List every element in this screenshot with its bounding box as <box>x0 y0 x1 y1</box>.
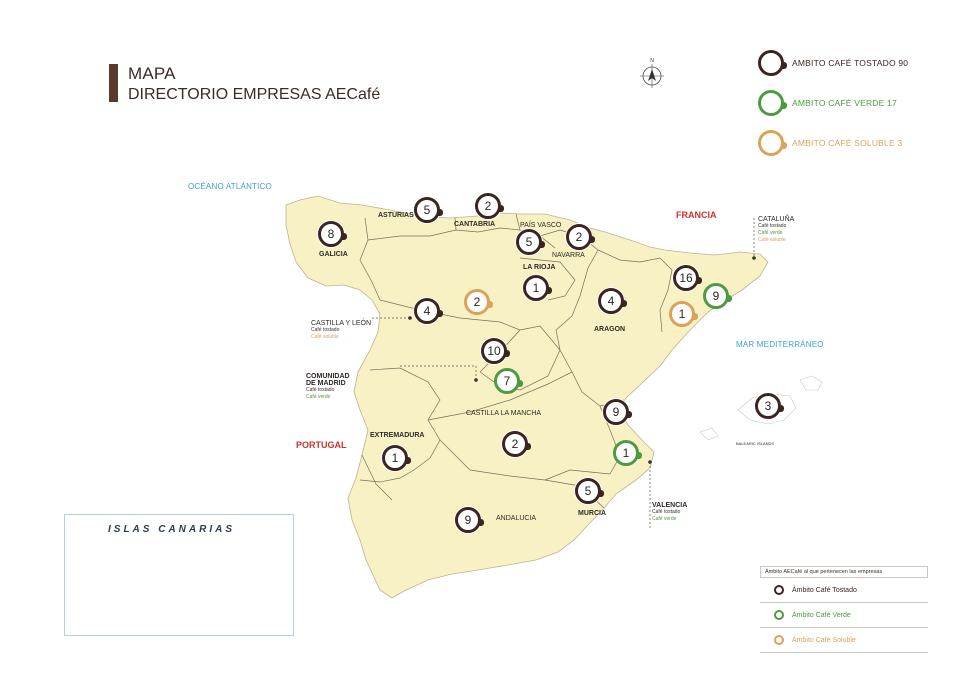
legend-soluble-label: AMBITO CAFÉ SOLUBLE 3 <box>792 138 903 148</box>
marker-cantabria[interactable]: 2 <box>475 193 504 219</box>
region-galicia: GALICIA <box>319 251 348 258</box>
marker-castilla-leon-soluble[interactable]: 2 <box>464 289 493 315</box>
note-castilla-leon-l1: Café tostado <box>311 327 340 333</box>
note-cataluna-l1: Café tostado <box>758 223 787 229</box>
note-cataluna-l3: Café soluble <box>758 237 786 243</box>
tostado-small-ring-icon <box>774 585 784 595</box>
region-andalucia: ANDALUCIA <box>496 515 537 522</box>
bottom-legend-soluble-label: Ámbito Café Soluble <box>792 636 856 644</box>
note-cataluna-l2: Café verde <box>758 230 783 236</box>
legend-tostado-label: AMBITO CAFÉ TOSTADO 90 <box>792 58 909 68</box>
france-label: FRANCIA <box>676 210 717 220</box>
bottom-legend-row-tostado: Ámbito Café Tostado <box>760 578 928 603</box>
bottom-legend: Ámbito AECafé al que pertenecen las empr… <box>760 566 928 653</box>
bottom-legend-header: Ámbito AECafé al que pertenecen las empr… <box>760 566 928 578</box>
portugal-label: PORTUGAL <box>296 440 347 450</box>
region-castilla-la-mancha: CASTILLA LA MANCHA <box>466 410 542 417</box>
region-la-rioja: LA RIOJA <box>523 264 556 271</box>
canarias-title: ISLAS CANARIAS <box>108 524 236 535</box>
marker-valencia-verde[interactable]: 1 <box>613 440 642 466</box>
marker-cataluna-verde[interactable]: 9 <box>703 283 732 309</box>
soluble-ring-icon <box>758 130 787 156</box>
note-cataluna: CATALUÑA Café tostado Café verde Café so… <box>758 216 794 244</box>
marker-la-rioja[interactable]: 1 <box>523 275 552 301</box>
compass-icon: N <box>636 56 668 92</box>
note-cataluna-name: CATALUÑA <box>758 216 795 223</box>
marker-madrid-tostado[interactable]: 10 <box>481 338 510 364</box>
marker-galicia[interactable]: 8 <box>318 221 347 247</box>
region-murcia: MURCIA <box>578 510 606 517</box>
legend-verde: AMBITO CAFÉ VERDE 17 <box>758 90 897 116</box>
marker-pais-vasco[interactable]: 5 <box>516 229 545 255</box>
compass-n-label: N <box>650 58 654 64</box>
region-navarra: NAVARRA <box>552 252 585 259</box>
page-subtitle: DIRECTORIO EMPRESAS AECafé <box>128 86 381 103</box>
page-title: MAPA <box>128 64 176 83</box>
verde-small-ring-icon <box>774 610 784 620</box>
note-castilla-leon-name: CASTILLA Y LEÓN <box>311 320 372 327</box>
canarias-inset-frame <box>64 514 294 636</box>
region-baleares: BALEARIC ISLANDS <box>736 441 775 446</box>
marker-navarra[interactable]: 2 <box>566 224 595 250</box>
note-valencia-name: VALENCIA <box>652 502 688 509</box>
note-madrid-name2: DE MADRID <box>306 380 346 387</box>
title-accent-bar <box>109 64 118 102</box>
marker-castilla-la-mancha[interactable]: 2 <box>502 431 531 457</box>
marker-madrid-verde[interactable]: 7 <box>494 368 523 394</box>
atlantic-label: OCÉANO ATLÁNTICO <box>188 182 272 191</box>
note-castilla-leon: CASTILLA Y LEÓN Café tostado Café solubl… <box>311 320 371 341</box>
marker-cataluna-soluble[interactable]: 1 <box>669 301 698 327</box>
marker-asturias[interactable]: 5 <box>414 197 443 223</box>
bottom-legend-verde-label: Ámbito Café Verde <box>792 611 851 619</box>
marker-cataluna-tostado[interactable]: 16 <box>673 265 702 291</box>
note-madrid-l1: Café tostado <box>306 387 335 393</box>
legend-soluble: AMBITO CAFÉ SOLUBLE 3 <box>758 130 902 156</box>
bottom-legend-row-verde: Ámbito Café Verde <box>760 603 928 628</box>
marker-valencia-tostado[interactable]: 9 <box>603 399 632 425</box>
marker-baleares[interactable]: 3 <box>755 393 784 419</box>
note-valencia: VALENCIA Café tostado Café verde <box>652 502 687 523</box>
marker-castilla-leon-tostado[interactable]: 4 <box>414 298 443 324</box>
tostado-ring-icon <box>758 50 787 76</box>
soluble-small-ring-icon <box>774 635 784 645</box>
marker-aragon[interactable]: 4 <box>598 288 627 314</box>
note-valencia-l2: Café verde <box>652 516 677 522</box>
note-madrid-name1: COMUNIDAD <box>306 373 350 380</box>
region-aragon: ARAGON <box>594 326 626 333</box>
bottom-legend-row-soluble: Ámbito Café Soluble <box>760 628 928 653</box>
note-madrid: COMUNIDAD DE MADRID Café tostado Café ve… <box>306 373 350 401</box>
verde-ring-icon <box>758 90 787 116</box>
spain-mainland <box>285 195 769 599</box>
note-castilla-leon-l2: Café soluble <box>311 334 339 340</box>
marker-andalucia[interactable]: 9 <box>455 507 484 533</box>
region-asturias: ASTURIAS <box>378 212 414 219</box>
region-pais-vasco: PAÍS VASCO <box>520 222 562 229</box>
legend-tostado: AMBITO CAFÉ TOSTADO 90 <box>758 50 908 76</box>
marker-murcia[interactable]: 5 <box>575 478 604 504</box>
marker-extremadura[interactable]: 1 <box>382 445 411 471</box>
note-madrid-l2: Café verde <box>306 394 331 400</box>
region-cantabria: CANTABRIA <box>454 221 496 228</box>
note-valencia-l1: Café tostado <box>652 509 681 515</box>
mediterranean-label: MAR MEDITERRÁNEO <box>736 340 824 349</box>
region-extremadura: EXTREMADURA <box>370 432 425 439</box>
bottom-legend-tostado-label: Ámbito Café Tostado <box>792 586 857 594</box>
legend-verde-label: AMBITO CAFÉ VERDE 17 <box>792 98 897 108</box>
